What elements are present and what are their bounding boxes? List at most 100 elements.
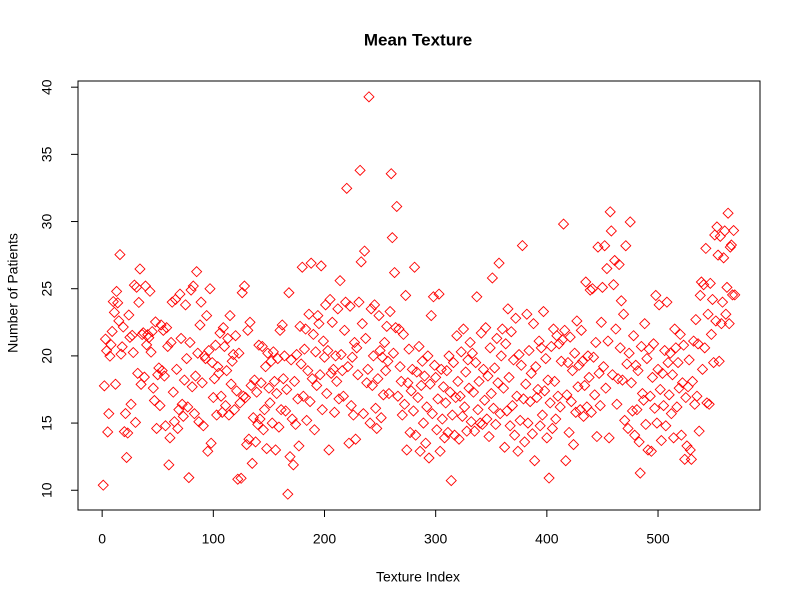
point bbox=[704, 277, 716, 289]
point bbox=[495, 350, 507, 362]
point bbox=[294, 320, 306, 332]
point bbox=[534, 420, 546, 432]
point bbox=[345, 399, 357, 412]
point bbox=[334, 275, 346, 287]
point bbox=[637, 394, 650, 406]
point bbox=[125, 398, 137, 410]
point bbox=[454, 390, 466, 402]
point bbox=[166, 296, 178, 308]
point bbox=[480, 322, 492, 334]
point bbox=[187, 280, 199, 292]
point bbox=[689, 398, 701, 410]
point bbox=[126, 329, 138, 341]
point bbox=[108, 306, 121, 318]
point bbox=[498, 441, 511, 453]
point bbox=[157, 324, 169, 337]
point bbox=[134, 263, 146, 275]
point bbox=[394, 361, 406, 373]
point bbox=[436, 413, 448, 425]
point bbox=[422, 350, 434, 362]
point bbox=[586, 283, 599, 295]
point bbox=[669, 323, 681, 335]
point bbox=[431, 424, 443, 436]
point bbox=[144, 285, 156, 297]
point bbox=[528, 455, 541, 467]
point bbox=[344, 300, 356, 312]
point bbox=[248, 374, 261, 386]
point bbox=[569, 347, 581, 359]
point bbox=[685, 453, 698, 465]
point bbox=[602, 335, 614, 347]
point bbox=[713, 355, 725, 367]
point bbox=[155, 319, 167, 331]
point bbox=[486, 272, 499, 284]
point bbox=[619, 414, 631, 427]
point bbox=[541, 432, 553, 444]
point bbox=[309, 346, 322, 358]
point bbox=[452, 375, 464, 388]
point bbox=[383, 387, 395, 400]
point bbox=[322, 344, 334, 357]
point bbox=[211, 409, 223, 421]
point bbox=[664, 347, 676, 359]
point bbox=[552, 390, 564, 402]
point bbox=[284, 451, 296, 463]
point bbox=[554, 401, 566, 413]
point bbox=[613, 258, 625, 271]
point bbox=[443, 350, 455, 362]
point bbox=[629, 429, 641, 441]
point bbox=[691, 390, 703, 402]
point bbox=[496, 323, 509, 335]
point bbox=[215, 390, 227, 402]
point bbox=[332, 303, 344, 315]
point bbox=[282, 488, 294, 500]
point bbox=[380, 365, 392, 377]
point bbox=[686, 375, 699, 388]
point bbox=[374, 344, 386, 357]
point bbox=[474, 417, 486, 429]
point bbox=[120, 451, 133, 464]
point bbox=[640, 418, 652, 431]
point bbox=[727, 224, 740, 237]
point bbox=[185, 284, 197, 296]
point bbox=[639, 318, 651, 330]
point bbox=[697, 279, 710, 291]
point bbox=[592, 241, 604, 253]
point bbox=[579, 379, 591, 392]
point bbox=[245, 379, 257, 392]
point bbox=[624, 216, 636, 228]
point bbox=[444, 386, 456, 398]
point bbox=[536, 409, 549, 421]
point bbox=[278, 350, 291, 362]
point bbox=[418, 370, 431, 382]
y-axis-label: Number of Patients bbox=[5, 233, 21, 353]
point bbox=[594, 399, 606, 412]
point bbox=[299, 323, 312, 335]
point bbox=[227, 348, 239, 361]
y-tick-label: 10 bbox=[39, 482, 55, 498]
point bbox=[533, 335, 545, 347]
point bbox=[232, 473, 244, 485]
point bbox=[570, 406, 582, 418]
point bbox=[212, 361, 224, 373]
x-tick-label: 300 bbox=[424, 531, 448, 547]
point bbox=[401, 444, 413, 456]
point bbox=[506, 399, 519, 412]
point bbox=[584, 284, 596, 296]
point bbox=[585, 406, 597, 418]
point bbox=[540, 352, 552, 365]
point bbox=[127, 346, 139, 359]
point bbox=[377, 389, 390, 401]
point bbox=[356, 318, 368, 330]
y-tick-label: 40 bbox=[39, 79, 55, 95]
point bbox=[656, 367, 669, 379]
point bbox=[315, 260, 327, 272]
point bbox=[329, 350, 342, 362]
point bbox=[408, 261, 421, 273]
point bbox=[706, 293, 719, 306]
point bbox=[197, 420, 209, 432]
point bbox=[560, 455, 572, 467]
point bbox=[497, 382, 510, 394]
point bbox=[305, 257, 317, 269]
point bbox=[433, 288, 445, 300]
